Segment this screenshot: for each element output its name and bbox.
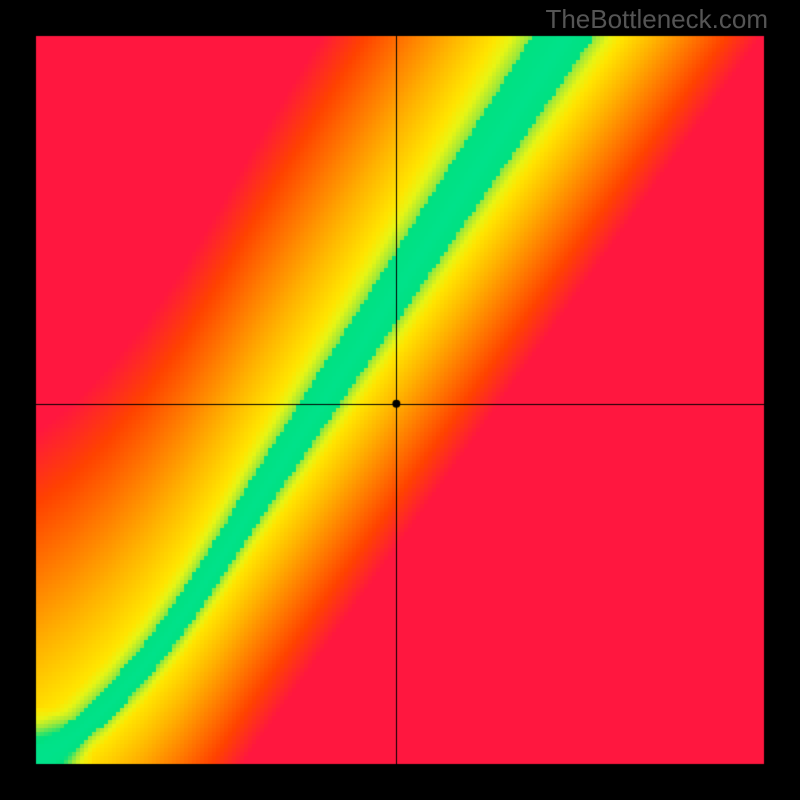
- bottleneck-heatmap: [0, 0, 800, 800]
- watermark-text: TheBottleneck.com: [545, 4, 768, 35]
